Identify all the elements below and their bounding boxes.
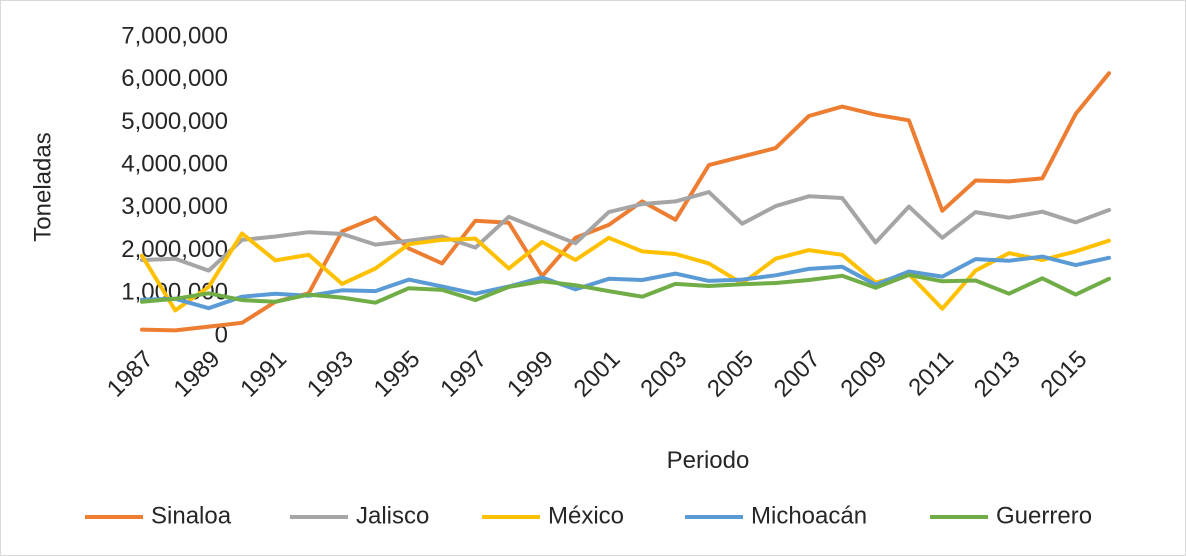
y-tick-label: 7,000,000: [121, 22, 228, 49]
legend-label: México: [548, 502, 624, 529]
y-tick-label: 6,000,000: [121, 65, 228, 92]
x-axis-label: Periodo: [667, 447, 750, 474]
y-axis-label: Toneladas: [29, 132, 56, 241]
legend-label: Jalisco: [356, 502, 429, 529]
legend-label: Guerrero: [996, 502, 1092, 529]
series-line: [140, 272, 1111, 305]
y-tick-label: 0: [215, 321, 228, 348]
series-line: [140, 190, 1111, 273]
legend-label: Sinaloa: [151, 502, 232, 529]
series-line: [140, 231, 1111, 313]
y-tick-label: 4,000,000: [121, 150, 228, 177]
legend-label: Michoacán: [751, 502, 867, 529]
y-tick-label: 3,000,000: [121, 193, 228, 220]
y-tick-label: 5,000,000: [121, 108, 228, 135]
